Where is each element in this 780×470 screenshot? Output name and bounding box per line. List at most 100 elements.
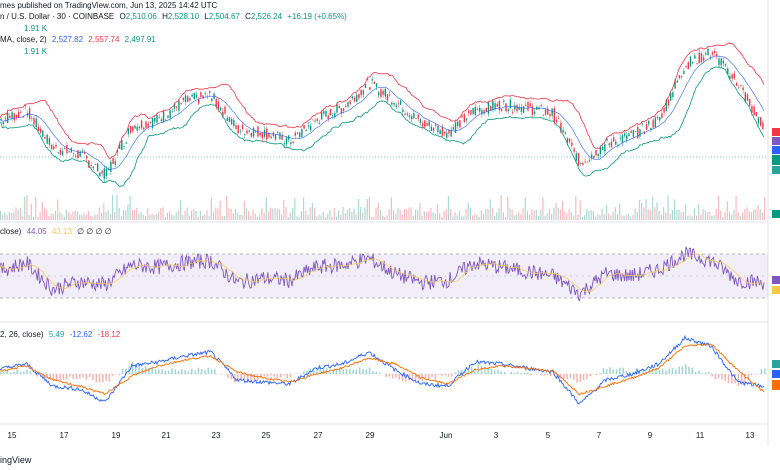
- macd-hist-bar: [59, 374, 61, 381]
- rsi-badge-purple: [772, 276, 780, 284]
- macd-hist-bar: [283, 374, 285, 376]
- volume-bar: [630, 216, 632, 220]
- volume-bar: [226, 195, 228, 220]
- candle-body: [136, 126, 138, 131]
- candle-body: [522, 106, 525, 113]
- volume-bar: [614, 207, 616, 220]
- volume-bar: [237, 212, 239, 220]
- volume-bar: [114, 212, 116, 220]
- candle-body: [573, 148, 575, 152]
- candle-body: [441, 126, 444, 136]
- candle-body: [46, 134, 48, 144]
- volume-bar: [568, 208, 570, 220]
- volume-bar: [147, 208, 149, 220]
- volume-bar: [474, 214, 476, 220]
- candle-body: [123, 146, 125, 148]
- volume-bar: [188, 216, 191, 220]
- volume-bar: [8, 212, 10, 220]
- bb-label[interactable]: MA, close, 2): [0, 35, 47, 44]
- macd-hist-bar: [204, 370, 206, 374]
- candle-body: [367, 79, 369, 81]
- volume-bar: [452, 216, 454, 220]
- volume-bar: [717, 195, 720, 220]
- volume-bar: [669, 213, 671, 220]
- volume-bar: [335, 216, 338, 220]
- volume-line-2: 1.91 K: [24, 47, 50, 57]
- volume-bar: [100, 212, 103, 220]
- macd-hist-bar: [711, 374, 713, 377]
- volume-bar: [667, 195, 669, 220]
- macd-label[interactable]: 2, 26, close): [0, 330, 44, 339]
- candle-body: [169, 110, 171, 119]
- macd-hist-bar: [52, 374, 55, 380]
- candle-body: [11, 112, 13, 119]
- volume-bar: [540, 209, 542, 220]
- candle-body: [252, 128, 255, 137]
- candle-body: [24, 105, 26, 107]
- volume-bar: [643, 207, 645, 220]
- candle-body: [468, 111, 470, 113]
- candle-body: [509, 99, 512, 109]
- rsi-label[interactable]: close): [0, 227, 22, 236]
- macd-hist-bar: [16, 369, 18, 374]
- candle-body: [579, 163, 582, 164]
- macd-hist-bar: [477, 364, 479, 374]
- volume-bar: [212, 212, 215, 220]
- candle-body: [208, 91, 211, 93]
- candle-body: [151, 118, 154, 128]
- volume-bar: [166, 212, 169, 220]
- candle-body: [408, 115, 411, 118]
- candle-body: [729, 76, 731, 79]
- volume-bar: [428, 211, 430, 220]
- macd-hist-bar: [263, 374, 265, 377]
- macd-hist-bar: [411, 374, 414, 382]
- macd-hist-bar: [329, 371, 331, 374]
- volume-bar: [678, 209, 680, 220]
- macd-hist-bar: [750, 374, 753, 376]
- volume-bar: [109, 214, 111, 220]
- macd-hist-bar: [395, 374, 397, 378]
- candle-body: [498, 100, 501, 110]
- candle-body: [386, 94, 389, 101]
- macd-hist-bar: [747, 374, 750, 381]
- candle-body: [419, 119, 422, 124]
- candle-body: [353, 97, 356, 102]
- volume-bar: [24, 196, 26, 220]
- volume-bar: [698, 203, 700, 220]
- price-badge-blue: [772, 146, 780, 154]
- candle-body: [13, 113, 15, 121]
- macd-hist-bar: [596, 374, 598, 376]
- volume-bar: [351, 211, 353, 220]
- macd-hist-bar: [454, 372, 456, 374]
- volume-bar: [504, 216, 507, 220]
- volume-bar: [733, 209, 735, 220]
- candle-body: [156, 114, 158, 123]
- candle-body: [685, 65, 687, 67]
- macd-hist-bar: [589, 374, 591, 377]
- candle-body: [514, 105, 516, 110]
- macd-hist-bar: [243, 374, 246, 380]
- symbol-label[interactable]: n / U.S. Dollar · 30 · COINBASE: [0, 12, 115, 21]
- candle-body: [481, 109, 483, 115]
- candle-body: [391, 102, 393, 105]
- candle-body: [338, 105, 340, 108]
- candle-body: [261, 133, 264, 138]
- x-tick-label: 5: [546, 431, 551, 440]
- macd-hist-bar: [85, 374, 88, 380]
- volume-bar: [684, 204, 687, 220]
- volume-bar: [744, 209, 746, 220]
- volume-bar: [586, 208, 588, 220]
- volume-bar: [759, 209, 761, 220]
- candle-body: [129, 126, 132, 133]
- candle-body: [259, 132, 261, 136]
- volume-bar: [386, 215, 388, 220]
- open-value: 2,510.06: [125, 12, 157, 21]
- candle-body: [303, 125, 305, 129]
- candle-body: [718, 58, 720, 65]
- candle-body: [500, 109, 503, 111]
- candle-body: [676, 80, 678, 83]
- volume-bar: [456, 215, 458, 220]
- macd-hist-bar: [665, 370, 667, 374]
- volume-bar: [641, 202, 643, 220]
